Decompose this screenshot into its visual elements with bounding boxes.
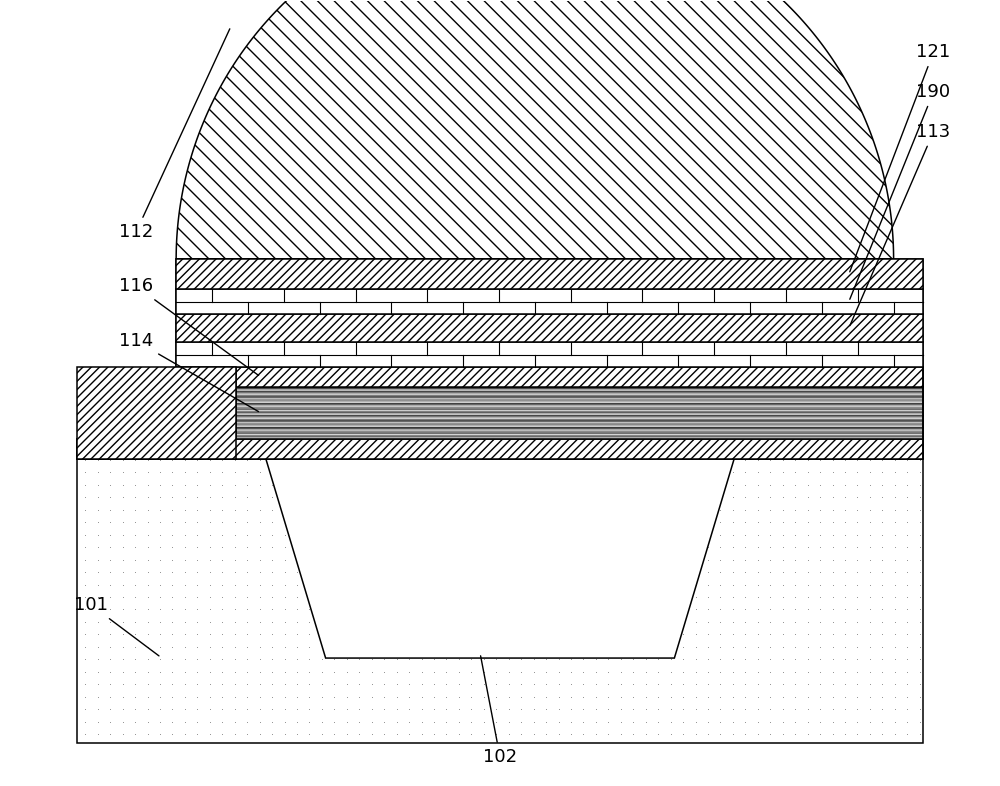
- Polygon shape: [236, 399, 923, 401]
- Polygon shape: [236, 433, 923, 435]
- Polygon shape: [236, 425, 923, 427]
- Polygon shape: [236, 367, 923, 387]
- Polygon shape: [266, 459, 734, 658]
- Polygon shape: [236, 401, 923, 403]
- Polygon shape: [236, 395, 923, 397]
- Polygon shape: [236, 397, 923, 399]
- Polygon shape: [236, 393, 923, 395]
- Polygon shape: [236, 405, 923, 407]
- Polygon shape: [236, 423, 923, 425]
- Polygon shape: [236, 427, 923, 429]
- Polygon shape: [236, 415, 923, 417]
- Polygon shape: [236, 429, 923, 431]
- Polygon shape: [236, 431, 923, 433]
- Polygon shape: [236, 433, 923, 435]
- Polygon shape: [236, 387, 923, 389]
- Polygon shape: [236, 397, 923, 399]
- Polygon shape: [236, 413, 923, 415]
- Polygon shape: [236, 417, 923, 419]
- Polygon shape: [176, 0, 894, 259]
- Polygon shape: [236, 409, 923, 411]
- Polygon shape: [236, 415, 923, 417]
- Polygon shape: [77, 259, 923, 459]
- Polygon shape: [236, 421, 923, 423]
- Polygon shape: [236, 423, 923, 425]
- Polygon shape: [236, 417, 923, 419]
- Polygon shape: [236, 389, 923, 391]
- Text: 114: 114: [119, 332, 258, 412]
- Polygon shape: [236, 411, 923, 413]
- Polygon shape: [236, 425, 923, 427]
- Text: 112: 112: [119, 29, 230, 241]
- Polygon shape: [236, 435, 923, 437]
- Polygon shape: [236, 437, 923, 439]
- Polygon shape: [236, 401, 923, 403]
- Polygon shape: [236, 387, 923, 439]
- Polygon shape: [236, 395, 923, 397]
- Polygon shape: [236, 421, 923, 423]
- Polygon shape: [236, 393, 923, 395]
- Polygon shape: [236, 405, 923, 407]
- Polygon shape: [176, 259, 923, 289]
- Polygon shape: [236, 389, 923, 391]
- Polygon shape: [176, 259, 923, 459]
- Text: 113: 113: [850, 123, 951, 325]
- Polygon shape: [236, 367, 923, 387]
- Polygon shape: [236, 391, 923, 393]
- Polygon shape: [176, 314, 923, 342]
- Polygon shape: [176, 289, 923, 314]
- Polygon shape: [236, 407, 923, 409]
- Polygon shape: [176, 342, 923, 367]
- Text: 190: 190: [850, 83, 951, 299]
- Polygon shape: [176, 259, 923, 289]
- Polygon shape: [176, 314, 923, 342]
- Polygon shape: [236, 391, 923, 393]
- Polygon shape: [176, 342, 923, 367]
- Polygon shape: [77, 367, 236, 459]
- Polygon shape: [77, 459, 923, 743]
- Polygon shape: [236, 419, 923, 421]
- Polygon shape: [236, 399, 923, 401]
- Polygon shape: [236, 407, 923, 409]
- Text: 101: 101: [74, 597, 159, 656]
- Polygon shape: [77, 439, 923, 459]
- Text: 102: 102: [481, 656, 517, 766]
- Polygon shape: [236, 437, 923, 439]
- Polygon shape: [236, 387, 923, 439]
- Polygon shape: [176, 289, 923, 314]
- Polygon shape: [236, 413, 923, 415]
- Polygon shape: [236, 403, 923, 405]
- Polygon shape: [236, 429, 923, 431]
- Polygon shape: [236, 403, 923, 405]
- Text: 121: 121: [850, 43, 951, 272]
- Polygon shape: [236, 411, 923, 413]
- Polygon shape: [236, 409, 923, 411]
- Text: 116: 116: [119, 277, 259, 376]
- Polygon shape: [236, 419, 923, 421]
- Polygon shape: [236, 431, 923, 433]
- Polygon shape: [236, 435, 923, 437]
- Polygon shape: [236, 427, 923, 429]
- Polygon shape: [77, 439, 923, 459]
- Polygon shape: [236, 387, 923, 389]
